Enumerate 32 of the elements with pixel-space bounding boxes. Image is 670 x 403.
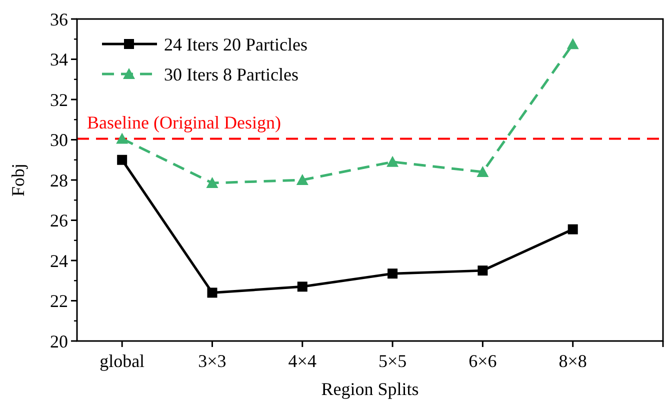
point	[206, 177, 218, 188]
x-tick-label: 5×5	[378, 351, 407, 371]
y-axis-title: Fobj	[8, 163, 28, 197]
y-tick-label: 26	[50, 210, 68, 231]
x-tick-label: global	[100, 351, 145, 371]
x-tick-label: 3×3	[198, 351, 226, 371]
y-tick-label: 24	[50, 250, 68, 271]
point	[386, 156, 399, 167]
y-tick-label: 20	[50, 331, 68, 352]
y-tick-label: 34	[50, 50, 68, 70]
legend-label: 24 Iters 20 Particles	[164, 34, 308, 54]
x-tick-label: 6×6	[468, 351, 497, 371]
x-axis-title: Region Splits	[321, 379, 419, 399]
point	[478, 266, 488, 276]
x-tick-label: 8×8	[558, 351, 587, 371]
point	[117, 154, 128, 165]
point	[476, 166, 489, 177]
point	[566, 38, 579, 50]
point	[297, 282, 308, 292]
y-tick-label: 28	[50, 170, 68, 190]
ref-line-label: Baseline (Original Design)	[87, 112, 281, 133]
y-tick-label: 30	[50, 130, 68, 150]
point	[388, 268, 398, 279]
y-tick-label: 22	[50, 291, 68, 312]
legend-label: 30 Iters 8 Particles	[164, 64, 298, 84]
y-tick-label: 36	[50, 9, 68, 30]
point	[568, 224, 578, 234]
point	[207, 288, 218, 298]
point	[296, 174, 308, 185]
y-tick-label: 32	[50, 90, 68, 110]
point	[116, 132, 128, 144]
x-tick-label: 4×4	[288, 351, 316, 371]
